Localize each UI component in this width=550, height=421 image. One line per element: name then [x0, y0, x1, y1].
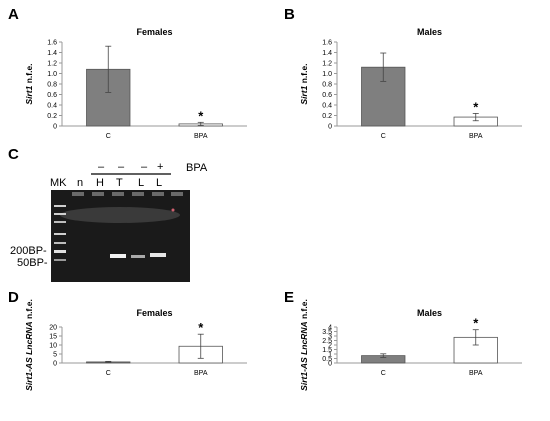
significance-star: *: [473, 99, 479, 114]
significance-star: *: [198, 320, 204, 335]
y-tick-label: 0.8: [47, 82, 57, 89]
gel-lane-label-l2: L: [156, 177, 162, 189]
y-tick-label: 0.8: [322, 82, 332, 89]
gel-panel: BPA – – – + MK n H T L L 200BP-: [10, 161, 208, 282]
significance-star: *: [198, 108, 204, 123]
category-label: C: [106, 370, 111, 377]
panel-letter-a: A: [8, 6, 19, 23]
y-axis-label: Sirt1-AS LncRNA n.f.e.: [24, 299, 34, 391]
gel-ladder-band: [54, 233, 66, 235]
panel-letter-d: D: [8, 289, 19, 306]
y-tick-label: 20: [49, 325, 57, 332]
category-label: C: [106, 133, 111, 140]
y-tick-label: 1.2: [47, 61, 57, 68]
y-tick-label: 15: [49, 334, 57, 341]
gel-well: [92, 192, 104, 196]
gel-ladder-band: [54, 242, 66, 244]
gel-marker-200bp: 200BP-: [10, 245, 47, 257]
chart-title: Females: [136, 308, 172, 318]
y-tick-label: 1.0: [47, 71, 57, 78]
gel-lane-label-l1: L: [138, 177, 144, 189]
gel-artifact-dot: [171, 208, 175, 212]
gel-well: [72, 192, 84, 196]
gel-well: [171, 192, 183, 196]
y-axis-label: Sirt1 n.f.e.: [299, 63, 309, 104]
chart-title: Males: [417, 27, 442, 37]
chart-b-males-sirt1: Males 0 0.2 0.4 0.6 0.8 1.0 1.2 1.4 1.6 Sirt1 n.f.…: [299, 27, 522, 140]
category-label: BPA: [194, 133, 208, 140]
gel-band-l2: [150, 253, 166, 257]
gel-band-t: [110, 254, 126, 258]
gel-smear: [60, 207, 180, 223]
y-tick-label: 0: [53, 124, 57, 131]
y-tick-label: 0: [328, 361, 332, 368]
gel-lane-label-t: T: [116, 177, 123, 189]
y-tick-label: 1.2: [322, 61, 332, 68]
gel-sign-1: –: [98, 161, 105, 173]
y-tick-label: 4: [328, 325, 332, 332]
significance-star: *: [473, 316, 479, 331]
category-label: BPA: [469, 133, 483, 140]
chart-e-males-lncrna: Males 00.511.522.533.54 Sirt1-AS LncRNA n.…: [299, 299, 522, 391]
y-tick-label: 1.4: [47, 50, 57, 57]
panel-letter-b: B: [284, 6, 295, 23]
y-tick-label: 1: [328, 352, 332, 359]
chart-a-females-sirt1: Females 0 0.2 0.4 0.6 0.8 1.0 1.2 1.4 1.6 Sirt1 n.…: [24, 27, 247, 140]
y-tick-label: 1.6: [47, 40, 57, 47]
chart-d-females-lncrna: Females 0 5 10 15 20 Sirt1-AS LncRNA n.f.e. C * B…: [24, 299, 247, 391]
gel-well: [152, 192, 164, 196]
gel-sign-2: –: [118, 161, 125, 173]
category-label: BPA: [469, 370, 483, 377]
y-tick-label: 0.2: [47, 113, 57, 120]
y-tick-label: 0.2: [322, 113, 332, 120]
y-tick-label: 3.5: [322, 329, 332, 336]
y-tick-label: 3: [328, 334, 332, 341]
y-tick-label: 1.6: [322, 40, 332, 47]
gel-lane-label-h: H: [96, 177, 104, 189]
y-tick-label: 1.4: [322, 50, 332, 57]
chart-title: Males: [417, 308, 442, 318]
gel-well: [112, 192, 124, 196]
panel-letter-e: E: [284, 289, 294, 306]
y-tick-label: 2.5: [322, 338, 332, 345]
y-tick-label: 10: [49, 343, 57, 350]
gel-bpa-label: BPA: [186, 162, 208, 174]
y-tick-label: 0.6: [322, 92, 332, 99]
y-tick-label: 5: [53, 352, 57, 359]
y-tick-label: 0.4: [322, 103, 332, 110]
category-label: BPA: [194, 370, 208, 377]
gel-sign-3: –: [141, 161, 148, 173]
y-axis-label: Sirt1 n.f.e.: [24, 63, 34, 104]
category-label: C: [381, 370, 386, 377]
gel-ladder-band: [54, 259, 66, 261]
panel-letter-c: C: [8, 146, 19, 163]
y-tick-label: 0.5: [322, 356, 332, 363]
gel-ladder-band: [54, 205, 66, 207]
gel-image: [51, 190, 190, 282]
gel-lane-label-mk: MK: [50, 177, 67, 189]
chart-title: Females: [136, 27, 172, 37]
y-tick-label: 0: [53, 361, 57, 368]
gel-well: [132, 192, 144, 196]
gel-marker-50bp: 50BP-: [17, 257, 48, 269]
y-tick-label: 1.5: [322, 347, 332, 354]
gel-lane-label-n: n: [77, 177, 83, 189]
y-axis-label: Sirt1-AS LncRNA n.f.e.: [299, 299, 309, 391]
gel-ladder-band: [54, 221, 66, 223]
gel-band-l1: [131, 255, 145, 258]
gel-ladder-band: [54, 250, 66, 253]
y-tick-label: 0.4: [47, 103, 57, 110]
y-tick-label: 0.6: [47, 92, 57, 99]
gel-sign-4: +: [157, 161, 163, 173]
y-tick-label: 1.0: [322, 71, 332, 78]
gel-ladder-band: [54, 213, 66, 215]
y-tick-label: 0: [328, 124, 332, 131]
category-label: C: [381, 133, 386, 140]
y-tick-label: 2: [328, 343, 332, 350]
